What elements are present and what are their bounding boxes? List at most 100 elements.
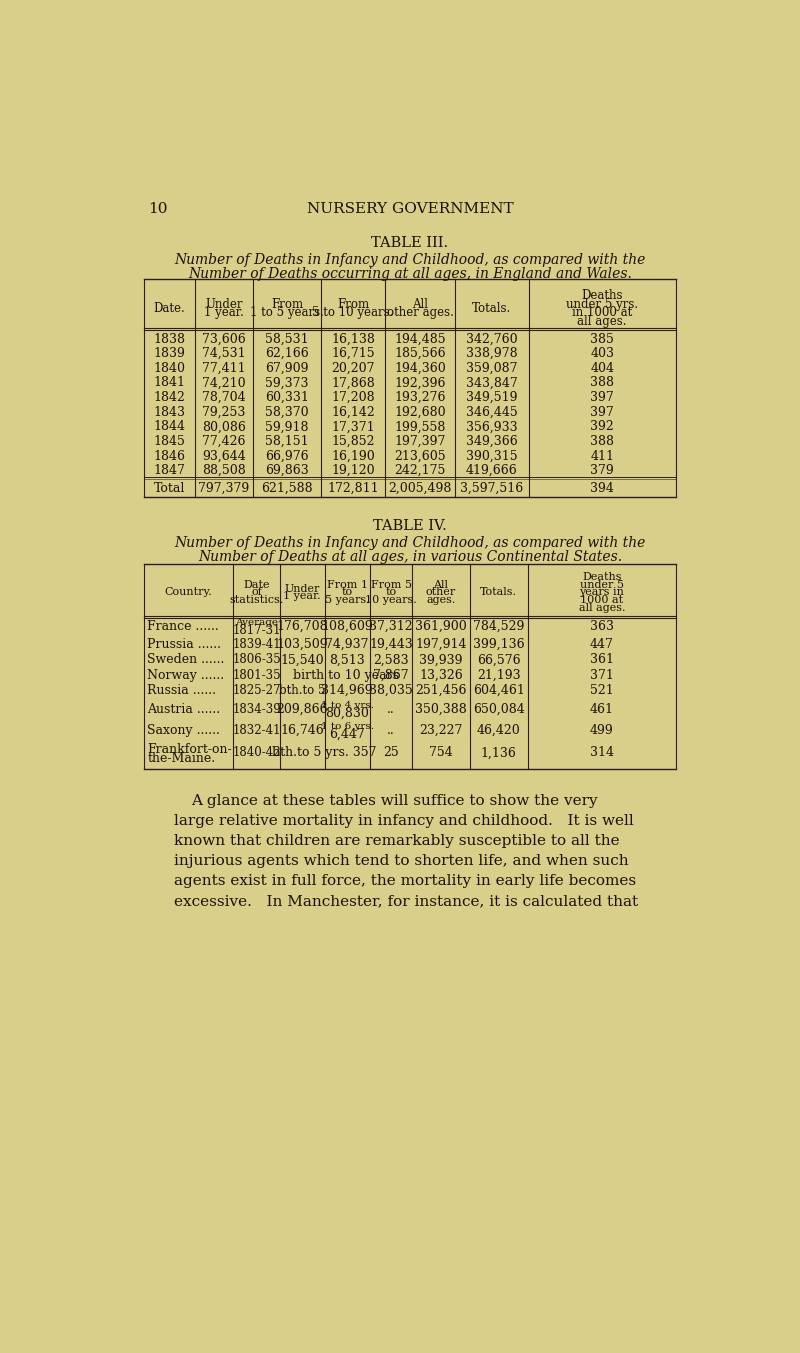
Text: Austria ......: Austria ......	[147, 702, 221, 716]
Text: 1 to 5 years.: 1 to 5 years.	[250, 306, 324, 319]
Text: 15,852: 15,852	[331, 434, 374, 448]
Text: 192,396: 192,396	[394, 376, 446, 390]
Text: Number of Deaths at all ages, in various Continental States.: Number of Deaths at all ages, in various…	[198, 549, 622, 564]
Text: Deaths: Deaths	[582, 290, 623, 303]
Text: 6,447: 6,447	[330, 728, 365, 741]
Text: statistics.: statistics.	[230, 595, 284, 605]
Text: in 1000 at: in 1000 at	[572, 306, 632, 319]
Text: Average: Average	[235, 618, 278, 628]
Text: 1847: 1847	[154, 464, 186, 478]
Text: 390,315: 390,315	[466, 449, 518, 463]
Text: 10 years.: 10 years.	[365, 595, 417, 605]
Text: 461: 461	[590, 702, 614, 716]
Text: 194,360: 194,360	[394, 361, 446, 375]
Text: 79,253: 79,253	[202, 406, 246, 418]
Text: 349,366: 349,366	[466, 434, 518, 448]
Text: bth.to 5 yrs. 357: bth.to 5 yrs. 357	[273, 747, 377, 759]
Text: 66,976: 66,976	[266, 449, 309, 463]
Text: known that children are remarkably susceptible to all the: known that children are remarkably susce…	[174, 833, 619, 848]
Text: 1834-39: 1834-39	[232, 702, 281, 716]
Text: 356,933: 356,933	[466, 421, 518, 433]
Text: 58,531: 58,531	[266, 333, 309, 345]
Text: From: From	[271, 298, 303, 311]
Text: 1841: 1841	[154, 376, 186, 390]
Text: 1844: 1844	[154, 421, 186, 433]
Text: 59,373: 59,373	[266, 376, 309, 390]
Text: 37,312: 37,312	[370, 620, 413, 633]
Text: excessive.   In Manchester, for instance, it is calculated that: excessive. In Manchester, for instance, …	[174, 894, 638, 908]
Text: 1,136: 1,136	[481, 747, 517, 759]
Text: 1832-41: 1832-41	[232, 724, 281, 737]
Text: 213,605: 213,605	[394, 449, 446, 463]
Text: ..: ..	[387, 702, 395, 716]
Text: 5 years.: 5 years.	[325, 595, 370, 605]
Text: the-Maine.: the-Maine.	[147, 752, 215, 764]
Text: 1 to 4 yrs.: 1 to 4 yrs.	[321, 701, 374, 710]
Text: 19,120: 19,120	[331, 464, 375, 478]
Text: 88,508: 88,508	[202, 464, 246, 478]
Text: 199,558: 199,558	[394, 421, 446, 433]
Text: Norway ......: Norway ......	[147, 668, 224, 682]
Text: 650,084: 650,084	[473, 702, 525, 716]
Text: 103,509: 103,509	[277, 637, 328, 651]
Text: Number of Deaths in Infancy and Childhood, as compared with the: Number of Deaths in Infancy and Childhoo…	[174, 253, 646, 268]
Text: 399,136: 399,136	[473, 637, 525, 651]
Text: 754: 754	[429, 747, 453, 759]
Text: Totals.: Totals.	[480, 587, 518, 598]
Text: 16,715: 16,715	[331, 348, 375, 360]
Text: All: All	[434, 579, 449, 590]
Text: 1825-27: 1825-27	[232, 685, 281, 697]
Text: Total: Total	[154, 482, 185, 495]
Text: 209,866: 209,866	[277, 702, 328, 716]
Text: 13,326: 13,326	[419, 668, 463, 682]
Text: 10: 10	[148, 203, 167, 216]
Text: 16,746: 16,746	[280, 724, 324, 737]
Text: 1845: 1845	[154, 434, 186, 448]
Text: Prussia ......: Prussia ......	[147, 637, 222, 651]
Text: 338,978: 338,978	[466, 348, 518, 360]
Text: 74,531: 74,531	[202, 348, 246, 360]
Text: under 5 yrs.: under 5 yrs.	[566, 298, 638, 311]
Text: 66,576: 66,576	[477, 653, 521, 666]
Text: 192,680: 192,680	[394, 406, 446, 418]
Text: years in: years in	[579, 587, 624, 598]
Text: 62,166: 62,166	[266, 348, 309, 360]
Text: 371: 371	[590, 668, 614, 682]
Text: 78,704: 78,704	[202, 391, 246, 405]
Text: Date.: Date.	[154, 302, 186, 315]
Text: other ages.: other ages.	[386, 306, 454, 319]
Text: 392: 392	[590, 421, 614, 433]
Text: 411: 411	[590, 449, 614, 463]
Text: 1842: 1842	[154, 391, 186, 405]
Text: Russia ......: Russia ......	[147, 685, 216, 697]
Text: Under: Under	[206, 298, 242, 311]
Text: 20,207: 20,207	[331, 361, 374, 375]
Text: All: All	[412, 298, 428, 311]
Text: 73,606: 73,606	[202, 333, 246, 345]
Text: 521: 521	[590, 685, 614, 697]
Text: 67,909: 67,909	[266, 361, 309, 375]
Text: Number of Deaths in Infancy and Childhood, as compared with the: Number of Deaths in Infancy and Childhoo…	[174, 536, 646, 549]
Text: 60,331: 60,331	[266, 391, 309, 405]
Text: From: From	[337, 298, 369, 311]
Text: NURSERY GOVERNMENT: NURSERY GOVERNMENT	[306, 203, 514, 216]
Text: 1840-42: 1840-42	[232, 747, 281, 759]
Text: 397: 397	[590, 391, 614, 405]
Text: 1801-35: 1801-35	[232, 668, 281, 682]
Text: 176,708: 176,708	[277, 620, 328, 633]
Text: 7,867: 7,867	[373, 668, 409, 682]
Text: 194,485: 194,485	[394, 333, 446, 345]
Text: 46,420: 46,420	[477, 724, 521, 737]
Text: 197,397: 197,397	[394, 434, 446, 448]
Text: large relative mortality in infancy and childhood.   It is well: large relative mortality in infancy and …	[174, 813, 634, 828]
Text: Country.: Country.	[165, 587, 213, 598]
Text: ages.: ages.	[426, 595, 456, 605]
Text: 19,443: 19,443	[369, 637, 413, 651]
Text: 1 to 6 yrs.: 1 to 6 yrs.	[321, 723, 374, 731]
Text: all ages.: all ages.	[578, 603, 625, 613]
Text: 1000 at: 1000 at	[580, 595, 623, 605]
Text: 80,830: 80,830	[326, 706, 369, 720]
Text: From 1: From 1	[326, 579, 368, 590]
Text: 499: 499	[590, 724, 614, 737]
Text: 74,937: 74,937	[326, 637, 369, 651]
